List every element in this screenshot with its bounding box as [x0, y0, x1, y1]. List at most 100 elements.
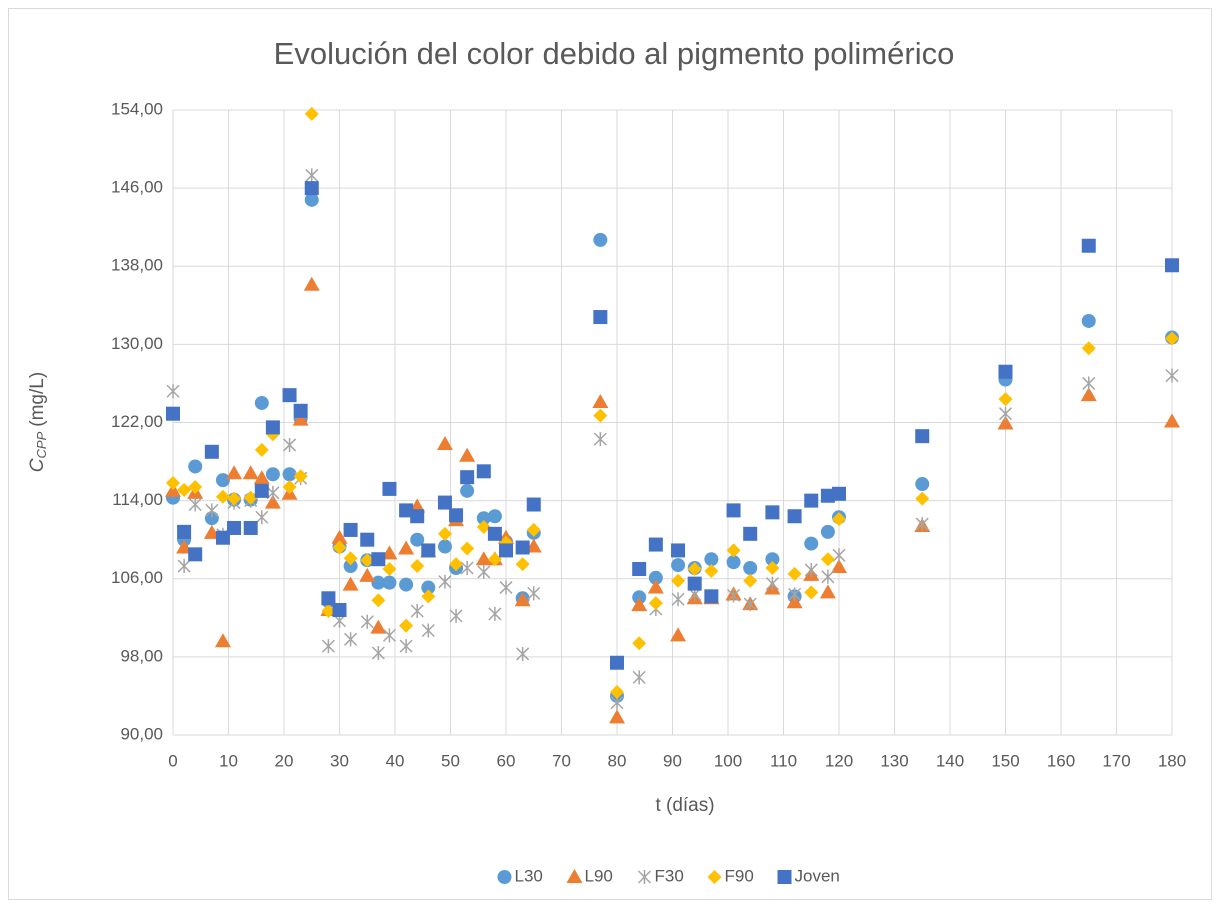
legend-label: Joven	[795, 866, 840, 885]
data-point	[332, 540, 347, 555]
x-tick-label: 160	[1047, 751, 1075, 770]
x-tick-label: 40	[386, 751, 405, 770]
data-point	[1081, 341, 1096, 356]
data-point	[832, 486, 846, 501]
data-point	[820, 552, 835, 567]
data-point	[227, 491, 242, 506]
data-point	[321, 603, 336, 618]
data-point	[304, 192, 319, 207]
data-point	[476, 464, 491, 479]
data-point	[526, 497, 541, 512]
data-point	[399, 577, 414, 592]
data-point	[998, 406, 1013, 421]
data-point	[527, 586, 541, 601]
x-tick-label: 120	[825, 751, 853, 770]
data-point	[371, 593, 386, 608]
x-tick-label: 80	[608, 751, 627, 770]
data-point	[254, 483, 269, 498]
data-point	[704, 563, 719, 578]
data-point	[820, 524, 835, 539]
data-point	[727, 588, 741, 603]
data-point	[765, 505, 780, 520]
legend-label: L90	[585, 866, 613, 885]
data-point	[671, 558, 686, 573]
data-point	[743, 597, 757, 612]
data-point	[382, 575, 397, 590]
data-point	[726, 503, 741, 518]
legend-marker	[637, 870, 652, 884]
y-tick-label: 146,00	[111, 178, 163, 197]
data-point	[475, 551, 492, 566]
y-tick-label: 106,00	[111, 568, 163, 587]
data-point	[359, 567, 376, 582]
data-point	[304, 181, 319, 196]
data-point	[242, 465, 259, 480]
data-point	[409, 498, 426, 513]
data-point	[487, 552, 502, 567]
data-point	[998, 392, 1013, 407]
data-point	[832, 548, 846, 563]
data-point	[421, 580, 436, 595]
data-point	[459, 447, 476, 462]
data-point	[449, 508, 464, 523]
data-point	[303, 276, 320, 291]
y-tick-label: 138,00	[111, 256, 163, 275]
x-tick-label: 10	[219, 751, 238, 770]
legend-label: F90	[725, 866, 754, 885]
data-point	[1081, 313, 1096, 328]
data-point	[726, 543, 741, 558]
data-point	[410, 603, 424, 618]
data-point	[631, 597, 648, 612]
legend-marker	[777, 870, 792, 884]
data-point	[421, 589, 436, 604]
data-point	[214, 633, 231, 648]
data-point	[293, 403, 308, 418]
data-point	[671, 573, 686, 588]
y-tick-label: 90,00	[120, 724, 163, 743]
data-point	[203, 524, 220, 539]
data-point	[398, 540, 415, 555]
data-point	[687, 561, 702, 576]
data-point	[609, 709, 625, 724]
data-point	[283, 437, 297, 452]
data-point	[360, 614, 374, 629]
data-point	[343, 559, 358, 574]
data-point	[188, 459, 203, 474]
data-point	[592, 393, 609, 408]
data-point	[436, 435, 453, 450]
data-point	[344, 632, 358, 647]
data-point	[648, 537, 663, 552]
data-point	[266, 485, 280, 500]
data-point	[487, 509, 502, 524]
data-point	[915, 491, 930, 506]
data-point	[487, 526, 502, 541]
data-point	[460, 541, 475, 556]
data-point	[343, 551, 358, 566]
data-point	[488, 606, 502, 621]
data-point	[410, 559, 425, 574]
x-tick-label: 110	[770, 751, 797, 770]
data-point	[460, 561, 474, 576]
data-point	[804, 536, 819, 551]
y-tick-label: 130,00	[111, 334, 163, 353]
data-point	[226, 465, 243, 480]
data-point	[399, 639, 413, 654]
data-point	[499, 543, 513, 558]
data-point	[460, 470, 475, 485]
data-point	[304, 106, 319, 121]
data-point	[243, 520, 258, 535]
data-point	[499, 580, 513, 595]
data-point	[371, 575, 386, 590]
data-point	[726, 555, 741, 570]
data-point	[632, 561, 647, 576]
x-tick-label: 50	[441, 751, 460, 770]
data-point	[832, 512, 846, 527]
data-point	[515, 540, 530, 555]
data-point	[188, 547, 203, 562]
data-point	[188, 497, 202, 512]
data-point	[370, 619, 387, 634]
data-point	[632, 636, 647, 651]
data-point	[215, 473, 230, 488]
data-point	[704, 589, 719, 604]
data-point	[460, 483, 475, 498]
